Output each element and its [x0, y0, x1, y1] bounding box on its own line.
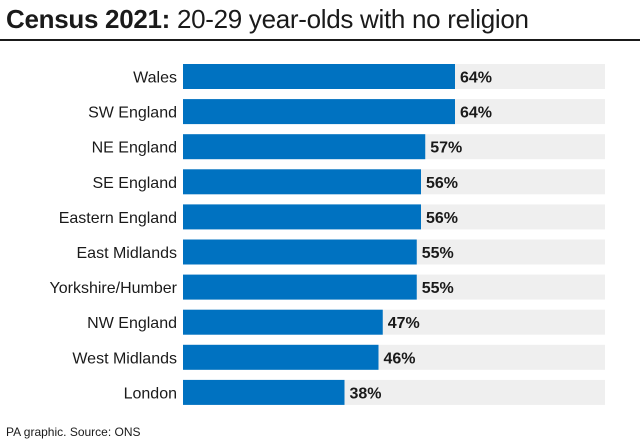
category-label: London: [124, 385, 177, 402]
category-label: West Midlands: [72, 350, 177, 367]
value-label: 57%: [430, 140, 462, 157]
value-label: 55%: [422, 245, 454, 262]
category-label: SE England: [92, 175, 177, 192]
bar: [183, 204, 421, 230]
value-label: 64%: [460, 105, 492, 122]
bar: [183, 169, 421, 195]
chart-title-rest: 20-29 year-olds with no religion: [170, 4, 529, 34]
category-label: Eastern England: [59, 210, 177, 227]
category-label: SW England: [88, 105, 177, 122]
value-label: 38%: [350, 385, 382, 402]
bar: [183, 309, 383, 335]
category-label: NE England: [92, 140, 177, 157]
category-label: Wales: [133, 70, 177, 87]
value-label: 55%: [422, 280, 454, 297]
category-label: NW England: [87, 315, 177, 332]
bar: [183, 379, 345, 405]
category-label: Yorkshire/Humber: [50, 280, 178, 297]
category-label: East Midlands: [77, 245, 178, 262]
value-label: 56%: [426, 210, 458, 227]
value-label: 47%: [388, 315, 420, 332]
bar: [183, 99, 455, 125]
title-divider: [0, 39, 640, 41]
source-note: PA graphic. Source: ONS: [6, 425, 141, 439]
value-label: 64%: [460, 70, 492, 87]
bar: [183, 239, 417, 265]
value-label: 46%: [384, 350, 416, 367]
bar: [183, 134, 426, 160]
bar: [183, 64, 455, 89]
bar: [183, 344, 379, 370]
bar: [183, 274, 417, 300]
chart-title: Census 2021: 20-29 year-olds with no rel…: [6, 3, 529, 35]
chart-title-bold: Census 2021:: [6, 4, 171, 34]
value-label: 56%: [426, 175, 458, 192]
